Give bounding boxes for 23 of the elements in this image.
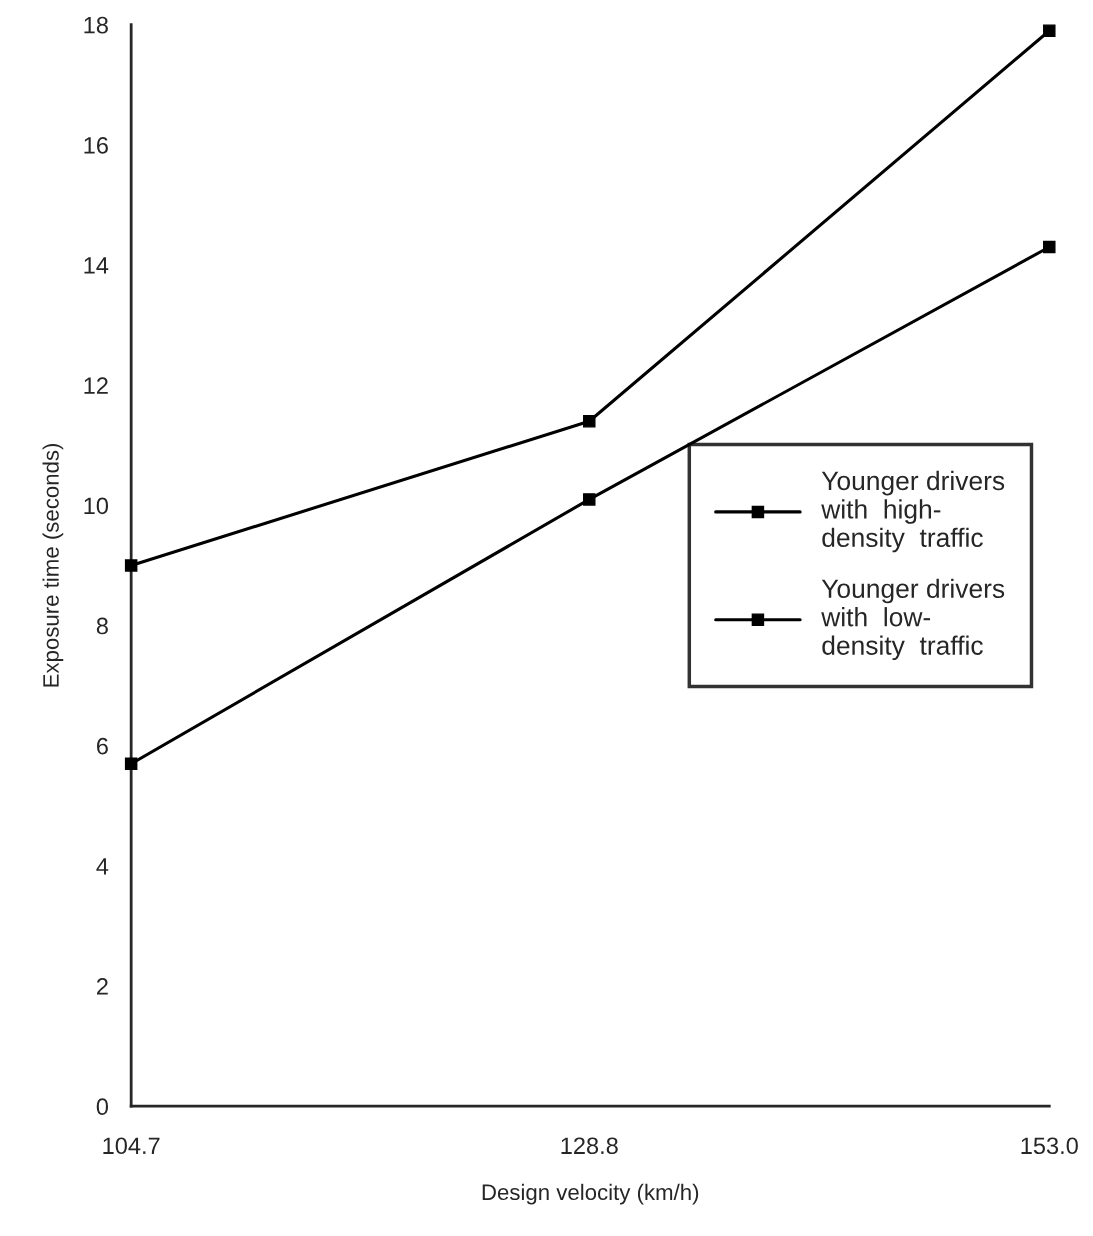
point xyxy=(583,415,596,428)
y-tick-label: 4 xyxy=(96,858,109,875)
legend-label: Younger drivers with high- density traffic xyxy=(821,470,1005,553)
y-tick-label: 16 xyxy=(84,136,108,154)
y-tick-label: 6 xyxy=(97,737,108,755)
y-tick-label: 10 xyxy=(84,497,109,515)
x-tick-label: 104.7 xyxy=(103,1137,160,1155)
y-tick-label: 0 xyxy=(96,1098,109,1116)
y-tick-label: 14 xyxy=(84,257,109,274)
y-tick-label: 18 xyxy=(84,16,108,34)
point xyxy=(583,493,596,506)
point xyxy=(1043,24,1056,37)
legend-label: Younger drivers with low- density traffic xyxy=(821,578,1005,661)
y-tick-label: 8 xyxy=(96,617,108,635)
y-tick-label: 2 xyxy=(97,978,108,995)
x-tick-label: 153.0 xyxy=(1021,1137,1078,1155)
point xyxy=(1043,240,1056,254)
point xyxy=(124,559,138,572)
x-tick-label: 128.8 xyxy=(561,1137,618,1155)
y-axis-title: Exposure time (seconds) xyxy=(42,443,64,687)
y-tick-label: 12 xyxy=(84,377,108,394)
x-axis-title: Design velocity (km/h) xyxy=(482,1183,699,1205)
point xyxy=(124,757,138,770)
